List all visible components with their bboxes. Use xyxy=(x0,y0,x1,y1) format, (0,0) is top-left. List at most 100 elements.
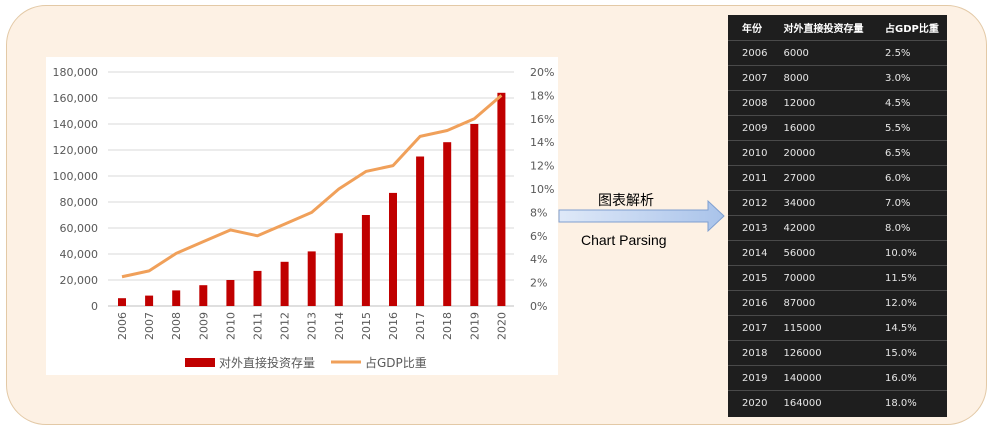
bar xyxy=(334,233,343,306)
bar xyxy=(145,295,154,306)
left-axis-tick: 160,000 xyxy=(53,92,99,105)
bar xyxy=(280,261,289,306)
table-row: 2015 70000 11.5% xyxy=(728,265,947,291)
header-gdp-share: 占GDP比重 xyxy=(885,24,939,35)
bar xyxy=(226,280,235,306)
bar xyxy=(497,92,506,306)
x-axis-tick: 2015 xyxy=(360,312,373,340)
cell-year: 2010 xyxy=(728,140,773,166)
table-row: 2014 56000 10.0% xyxy=(728,240,947,266)
table-row: 2018 126000 15.0% xyxy=(728,340,947,366)
right-axis-tick: 20% xyxy=(530,66,554,79)
cell-gdp-share: 11.5% xyxy=(875,265,947,291)
cell-stock: 56000 xyxy=(772,240,876,266)
arrow-label-english: Chart Parsing xyxy=(581,232,667,248)
x-axis-tick: 2016 xyxy=(387,312,400,340)
cell-year: 2015 xyxy=(728,265,773,291)
x-axis-tick: 2006 xyxy=(116,312,129,340)
x-axis-tick: 2019 xyxy=(468,312,481,340)
table-row: 2007 8000 3.0% xyxy=(728,65,947,91)
cell-stock: 16000 xyxy=(772,115,876,141)
cell-gdp-share: 10.0% xyxy=(875,240,947,266)
cell-stock: 34000 xyxy=(772,190,876,216)
cell-stock: 115000 xyxy=(772,315,876,341)
cell-gdp-share: 7.0% xyxy=(875,190,947,216)
x-axis-tick: 2007 xyxy=(143,312,156,340)
cell-stock: 42000 xyxy=(772,215,876,241)
left-axis-tick: 60,000 xyxy=(60,222,99,235)
cell-year: 2012 xyxy=(728,190,773,216)
bar xyxy=(443,142,452,306)
cell-stock: 12000 xyxy=(772,90,876,116)
cell-gdp-share: 2.5% xyxy=(875,40,947,66)
left-axis-tick: 140,000 xyxy=(53,118,99,131)
bar xyxy=(307,251,316,306)
cell-year: 2016 xyxy=(728,290,773,316)
arrow-right-icon xyxy=(558,199,725,233)
header-stock: 对外直接投资存量 xyxy=(783,24,864,35)
left-axis-tick: 100,000 xyxy=(53,170,99,183)
cell-gdp-share: 6.5% xyxy=(875,140,947,166)
cell-year: 2017 xyxy=(728,315,773,341)
cell-gdp-share: 14.5% xyxy=(875,315,947,341)
cell-gdp-share: 3.0% xyxy=(875,65,947,91)
bar xyxy=(361,215,370,306)
table-header-row: 年份 对外直接投资存量 占GDP比重 xyxy=(728,15,947,41)
parsed-data-table: 年份 对外直接投资存量 占GDP比重 2006 6000 2.5% 2007 8000 3… xyxy=(728,15,947,417)
table-row: 2020 164000 18.0% xyxy=(728,390,947,415)
x-axis-tick: 2012 xyxy=(279,312,292,340)
right-axis-tick: 18% xyxy=(530,89,554,102)
table-row: 2019 140000 16.0% xyxy=(728,365,947,391)
bar xyxy=(416,156,425,306)
right-axis-tick: 2% xyxy=(530,277,547,290)
cell-gdp-share: 6.0% xyxy=(875,165,947,191)
table-row: 2008 12000 4.5% xyxy=(728,90,947,116)
cell-stock: 27000 xyxy=(772,165,876,191)
header-year: 年份 xyxy=(742,24,762,35)
cell-year: 2020 xyxy=(728,390,773,415)
cell-stock: 140000 xyxy=(772,365,876,391)
cell-stock: 87000 xyxy=(772,290,876,316)
legend-line-label: 占GDP比重 xyxy=(365,355,427,370)
legend-bar-label: 对外直接投资存量 xyxy=(219,355,315,370)
cell-gdp-share: 5.5% xyxy=(875,115,947,141)
x-axis-tick: 2010 xyxy=(224,312,237,340)
table-row: 2009 16000 5.5% xyxy=(728,115,947,141)
x-axis-tick: 2013 xyxy=(306,312,319,340)
right-axis-tick: 16% xyxy=(530,113,554,126)
combo-chart: 0 20,000 40,000 60,000 80,000 100,000 120,000 1… xyxy=(53,66,555,370)
bar xyxy=(199,285,208,306)
left-axis-tick: 180,000 xyxy=(53,66,99,79)
right-axis-tick: 0% xyxy=(530,300,547,313)
cell-stock: 164000 xyxy=(772,390,876,415)
cell-stock: 6000 xyxy=(772,40,876,66)
cell-year: 2019 xyxy=(728,365,773,391)
x-axis-tick: 2008 xyxy=(170,312,183,340)
right-axis-tick: 12% xyxy=(530,160,554,173)
right-axis-tick: 4% xyxy=(530,253,547,266)
table-row: 2017 115000 14.5% xyxy=(728,315,947,341)
table-row: 2006 6000 2.5% xyxy=(728,40,947,66)
x-axis-tick: 2018 xyxy=(441,312,454,340)
cell-gdp-share: 12.0% xyxy=(875,290,947,316)
bar xyxy=(470,124,479,306)
cell-year: 2008 xyxy=(728,90,773,116)
chart-container: 0 20,000 40,000 60,000 80,000 100,000 120,000 1… xyxy=(46,57,558,375)
bar xyxy=(118,298,126,306)
cell-year: 2013 xyxy=(728,215,773,241)
cell-gdp-share: 15.0% xyxy=(875,340,947,366)
left-axis-tick: 120,000 xyxy=(53,144,99,157)
cell-year: 2006 xyxy=(728,40,773,66)
left-axis-tick: 0 xyxy=(91,300,98,313)
right-axis-tick: 6% xyxy=(530,230,547,243)
table-row: 2011 27000 6.0% xyxy=(728,165,947,191)
cell-year: 2014 xyxy=(728,240,773,266)
table-row: 2012 34000 7.0% xyxy=(728,190,947,216)
left-axis-tick: 80,000 xyxy=(60,196,99,209)
legend-bar-swatch xyxy=(185,358,215,367)
bar xyxy=(389,192,397,306)
left-axis-tick: 40,000 xyxy=(60,248,99,261)
bar xyxy=(172,290,181,306)
cell-stock: 8000 xyxy=(772,65,876,91)
x-axis-tick: 2009 xyxy=(197,312,210,340)
